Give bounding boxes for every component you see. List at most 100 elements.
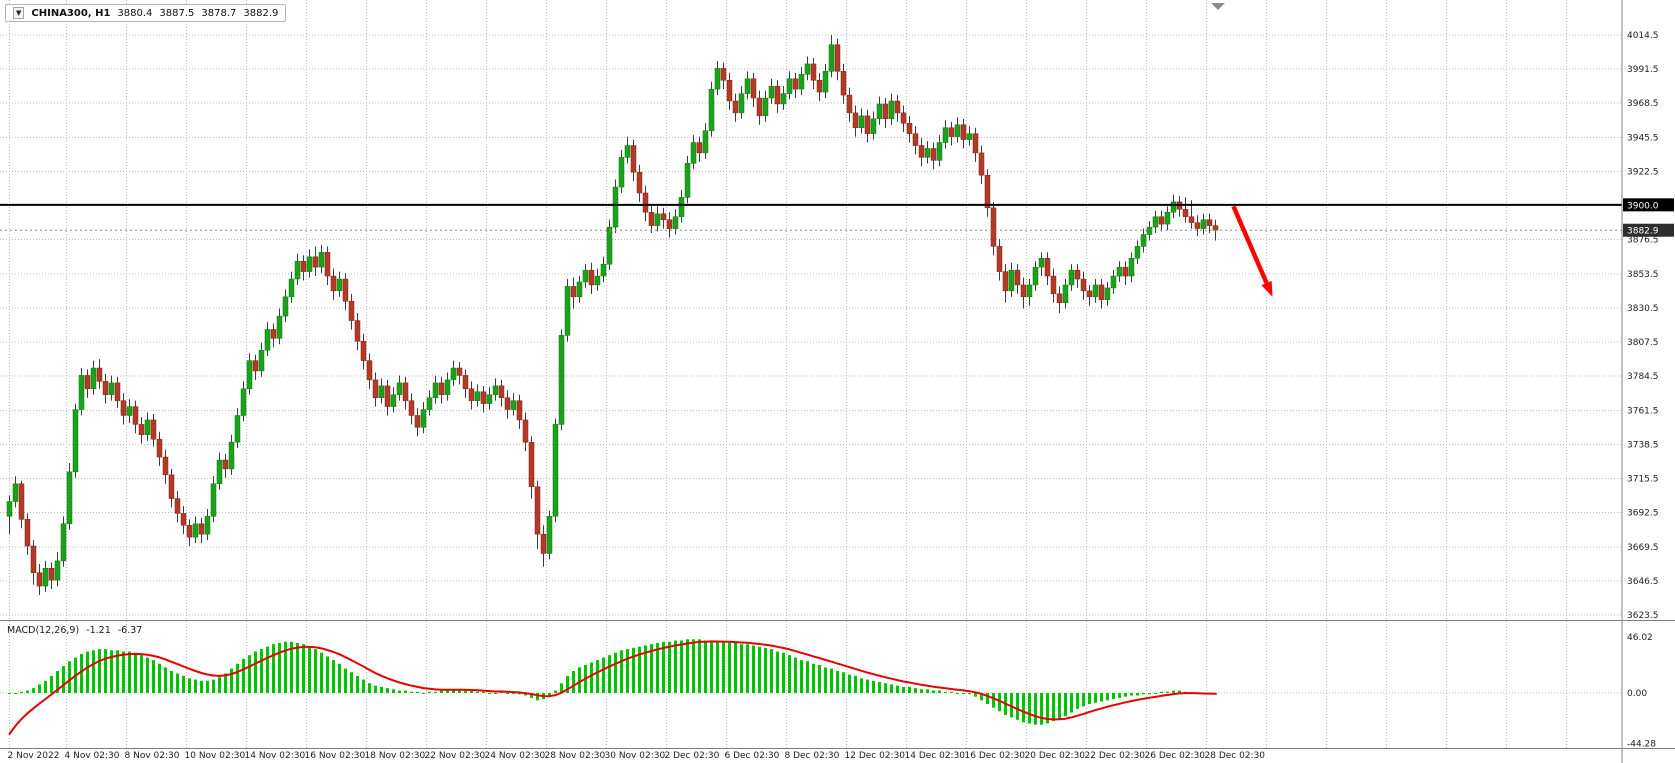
bull-candle <box>822 71 829 93</box>
bull-candle <box>258 349 265 372</box>
macd-bar <box>20 691 23 693</box>
macd-bar <box>50 675 53 693</box>
macd-bar <box>350 672 353 693</box>
bear-candle <box>996 246 1003 272</box>
macd-bar <box>578 667 581 693</box>
bear-candle <box>1050 275 1057 295</box>
current-price-badge[interactable]: 3882.9 <box>1623 223 1674 237</box>
macd-bar <box>566 675 569 693</box>
macd-bar <box>818 664 821 693</box>
macd-bar <box>860 678 863 693</box>
time-tick-label: 30 Nov 02:30 <box>605 751 666 761</box>
macd-bar <box>338 663 341 693</box>
bull-candle <box>126 406 133 416</box>
macd-bar <box>980 693 983 701</box>
bear-candle <box>918 145 925 158</box>
hline-price-badge[interactable]: 3900.0 <box>1623 198 1674 212</box>
price-tick-label: 3669.5 <box>1627 543 1659 553</box>
price-axis[interactable]: 4014.5 3991.5 3968.5 3945.5 3922.5 3876.5 3853… <box>1627 31 1659 750</box>
macd-bar <box>680 640 683 693</box>
bear-candle <box>372 379 379 398</box>
macd-bar <box>548 693 551 697</box>
bull-candle <box>1008 269 1015 292</box>
macd-bar <box>908 686 911 693</box>
macd-bar <box>434 691 437 693</box>
macd-bar <box>1094 693 1097 703</box>
bull-candle <box>546 516 553 554</box>
macd-bar <box>632 647 635 693</box>
bear-candle <box>102 381 109 395</box>
bear-candle <box>270 329 277 339</box>
macd-bar <box>1016 693 1019 720</box>
bull-candle <box>1110 275 1117 289</box>
bull-candle <box>192 523 199 538</box>
bear-candle <box>978 152 985 176</box>
macd-bar <box>254 651 257 693</box>
macd-bar <box>458 689 461 693</box>
macd-bar <box>320 652 323 693</box>
bear-candle <box>312 256 319 268</box>
bear-candle <box>174 498 181 514</box>
bull-candle <box>798 74 805 90</box>
bear-candle <box>630 145 637 173</box>
macd-bar <box>392 689 395 693</box>
bull-candle <box>708 88 715 131</box>
macd-bar <box>152 660 155 693</box>
macd-bar <box>902 686 905 693</box>
price-tick-label: 3830.5 <box>1627 304 1659 314</box>
symbol-dropdown-icon[interactable]: ▼ <box>13 7 25 19</box>
bull-candle <box>558 335 565 425</box>
bear-candle <box>360 341 367 361</box>
bear-candle <box>648 212 655 226</box>
macd-bar <box>794 657 797 693</box>
macd-bar <box>248 655 251 693</box>
macd-bar <box>182 675 185 693</box>
macd-bar <box>1136 693 1139 696</box>
macd-bar <box>1160 691 1163 693</box>
macd-bar <box>266 646 269 693</box>
macd-bar <box>272 644 275 693</box>
macd-bar <box>524 693 527 696</box>
macd-bar <box>596 660 599 693</box>
bear-candle <box>864 115 871 134</box>
macd-bar <box>206 680 209 693</box>
bear-candle <box>516 400 523 421</box>
bear-candle <box>894 100 901 114</box>
bear-candle <box>438 382 445 395</box>
bull-candle <box>246 360 253 390</box>
price-tick-label: 3761.5 <box>1627 406 1659 416</box>
bull-candle <box>1092 284 1099 298</box>
bear-candle <box>792 78 799 90</box>
macd-bar <box>146 657 149 693</box>
time-tick-label: 16 Nov 02:30 <box>305 751 366 761</box>
macd-bar <box>770 649 773 693</box>
bull-candle <box>294 260 301 280</box>
bear-candle <box>1074 269 1081 280</box>
macd-bar <box>668 641 671 693</box>
bull-candle <box>966 133 973 140</box>
bull-candle <box>1116 266 1123 277</box>
bear-candle <box>930 148 937 161</box>
time-axis[interactable]: 2 Nov 2022 4 Nov 02:30 8 Nov 02:30 10 Nov 0… <box>8 751 1266 761</box>
trend-arrow-annotation[interactable] <box>1231 205 1273 297</box>
bear-candle <box>18 483 25 520</box>
macd-bar <box>308 646 311 693</box>
bear-candle <box>570 286 577 298</box>
macd-bar <box>200 680 203 693</box>
bull-candle <box>768 85 775 99</box>
macd-bar <box>950 691 953 693</box>
bear-candle <box>660 213 667 220</box>
macd-bar <box>188 678 191 693</box>
bear-candle <box>1056 293 1063 304</box>
macd-bar <box>608 655 611 693</box>
macd-bar <box>332 660 335 693</box>
bull-candle <box>618 157 625 188</box>
macd-bar <box>620 650 623 693</box>
bull-candle <box>1068 269 1075 286</box>
grid <box>0 0 1622 749</box>
macd-bar <box>26 690 29 693</box>
bear-candle <box>642 192 649 213</box>
macd-bar <box>536 693 539 701</box>
macd-bar <box>932 690 935 693</box>
